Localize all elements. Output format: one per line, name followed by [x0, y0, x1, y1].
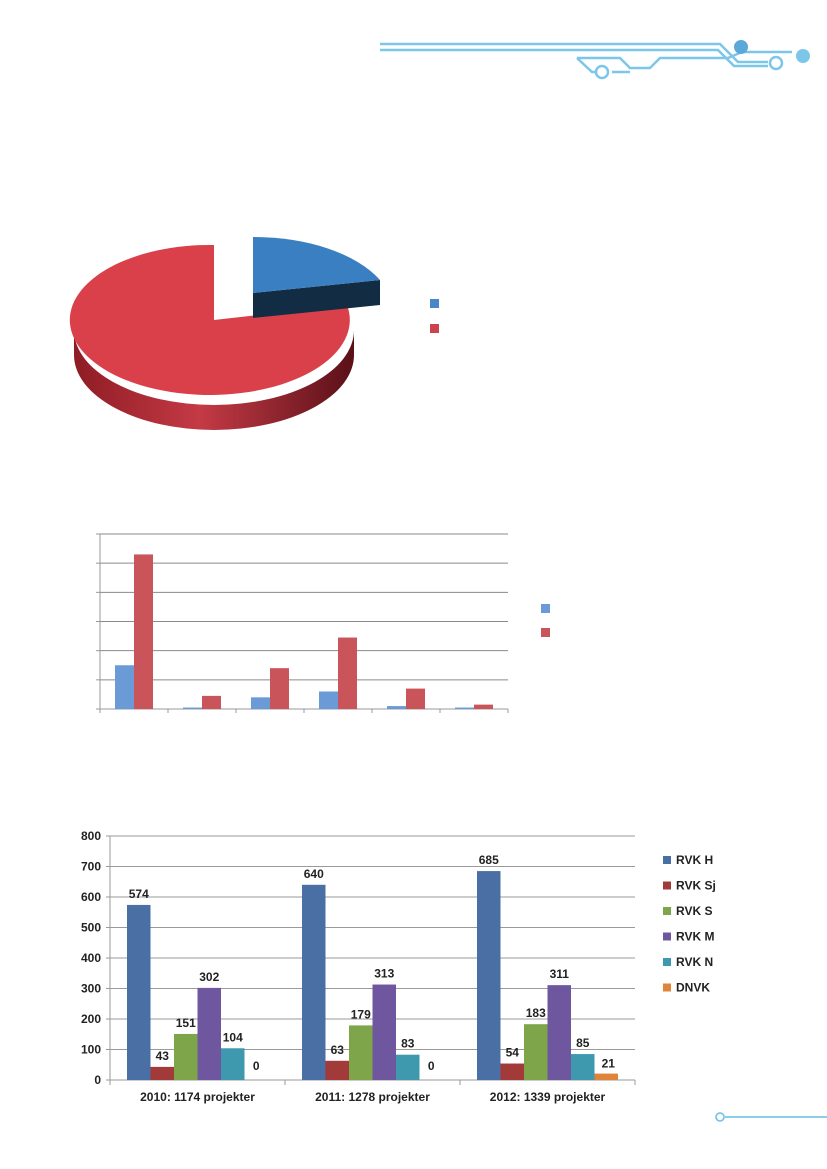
data-label: 179 — [351, 1007, 371, 1021]
data-label: 302 — [199, 970, 219, 984]
data-label: 54 — [506, 1046, 520, 1060]
legend-label: RVK H — [676, 853, 713, 867]
bar — [197, 987, 221, 1080]
legend-marker — [663, 958, 671, 966]
data-label: 63 — [331, 1043, 345, 1057]
legend-label: RVK Sj — [676, 879, 716, 893]
pie-chart — [69, 236, 439, 430]
bar — [455, 707, 474, 709]
pie-slice-blue-side — [253, 280, 380, 318]
bar — [325, 1060, 349, 1080]
bar — [524, 1024, 548, 1080]
bar — [372, 984, 396, 1080]
data-label: 21 — [602, 1057, 616, 1071]
bar — [387, 706, 406, 709]
bar — [127, 904, 151, 1080]
legend-label: RVK M — [676, 930, 714, 944]
legend-marker-red — [430, 324, 439, 333]
legend-label: DNVK — [676, 981, 710, 995]
bar — [547, 985, 571, 1080]
legend-marker — [663, 983, 671, 992]
data-label: 685 — [479, 853, 499, 867]
bar — [349, 1025, 373, 1080]
pie-slice-red — [69, 244, 350, 395]
bar — [396, 1054, 420, 1080]
data-label: 183 — [526, 1006, 546, 1020]
bar — [477, 871, 501, 1080]
data-label: 0 — [253, 1059, 260, 1073]
bar-chart-projects-by-year: 0 100 200 300 400 500 600 700 800 2010: 1174 proj… — [81, 829, 716, 1104]
data-label: 43 — [156, 1049, 170, 1063]
y-tick-label: 0 — [94, 1073, 101, 1087]
x-tick-label: 2011: 1278 projekter — [315, 1090, 430, 1104]
y-tick-label: 700 — [81, 860, 101, 874]
data-label: 0 — [428, 1059, 435, 1073]
pie-slice-blue — [253, 236, 380, 293]
legend-marker-red — [541, 628, 550, 637]
y-tick-label: 100 — [81, 1043, 101, 1057]
y-tick-label: 200 — [81, 1012, 101, 1026]
y-tick-label: 800 — [81, 829, 101, 843]
bar — [500, 1063, 524, 1080]
pie-slice-red-side — [74, 330, 354, 430]
bar — [174, 1033, 198, 1080]
bar — [594, 1073, 618, 1080]
bar — [338, 637, 357, 709]
legend-label: RVK N — [676, 955, 713, 969]
circuit-decoration-top — [380, 40, 810, 80]
bar — [406, 688, 425, 709]
y-tick-label: 600 — [81, 890, 101, 904]
bar — [183, 707, 202, 709]
data-label: 313 — [374, 967, 394, 981]
legend-marker-blue — [430, 299, 439, 308]
y-tick-label: 300 — [81, 982, 101, 996]
legend-marker — [663, 907, 671, 915]
bar — [115, 665, 134, 709]
bar — [251, 697, 270, 709]
bar — [270, 668, 289, 709]
legend-marker — [663, 932, 671, 941]
bar — [134, 554, 153, 709]
legend-marker — [663, 856, 671, 864]
bar — [202, 695, 221, 709]
bar — [571, 1054, 595, 1080]
data-label: 151 — [176, 1016, 196, 1030]
x-tick-label: 2012: 1339 projekter — [490, 1090, 606, 1104]
bar — [302, 884, 326, 1080]
data-label: 104 — [223, 1030, 243, 1044]
data-label: 311 — [550, 967, 570, 981]
legend-label: RVK S — [676, 904, 712, 918]
bar — [474, 704, 493, 709]
legend-marker-blue — [541, 604, 550, 613]
circuit-decoration-bottom — [715, 1112, 827, 1122]
x-tick-label: 2010: 1174 projekter — [140, 1090, 255, 1104]
data-label: 574 — [129, 887, 149, 901]
bar — [150, 1066, 174, 1080]
bar — [221, 1048, 245, 1080]
bar — [319, 691, 338, 709]
y-tick-label: 500 — [81, 921, 101, 935]
y-tick-label: 400 — [81, 951, 101, 965]
data-label: 640 — [304, 867, 324, 881]
bar-chart-regions — [96, 533, 550, 713]
data-label: 85 — [576, 1036, 590, 1050]
data-label: 83 — [401, 1037, 415, 1051]
legend-marker — [663, 881, 671, 890]
